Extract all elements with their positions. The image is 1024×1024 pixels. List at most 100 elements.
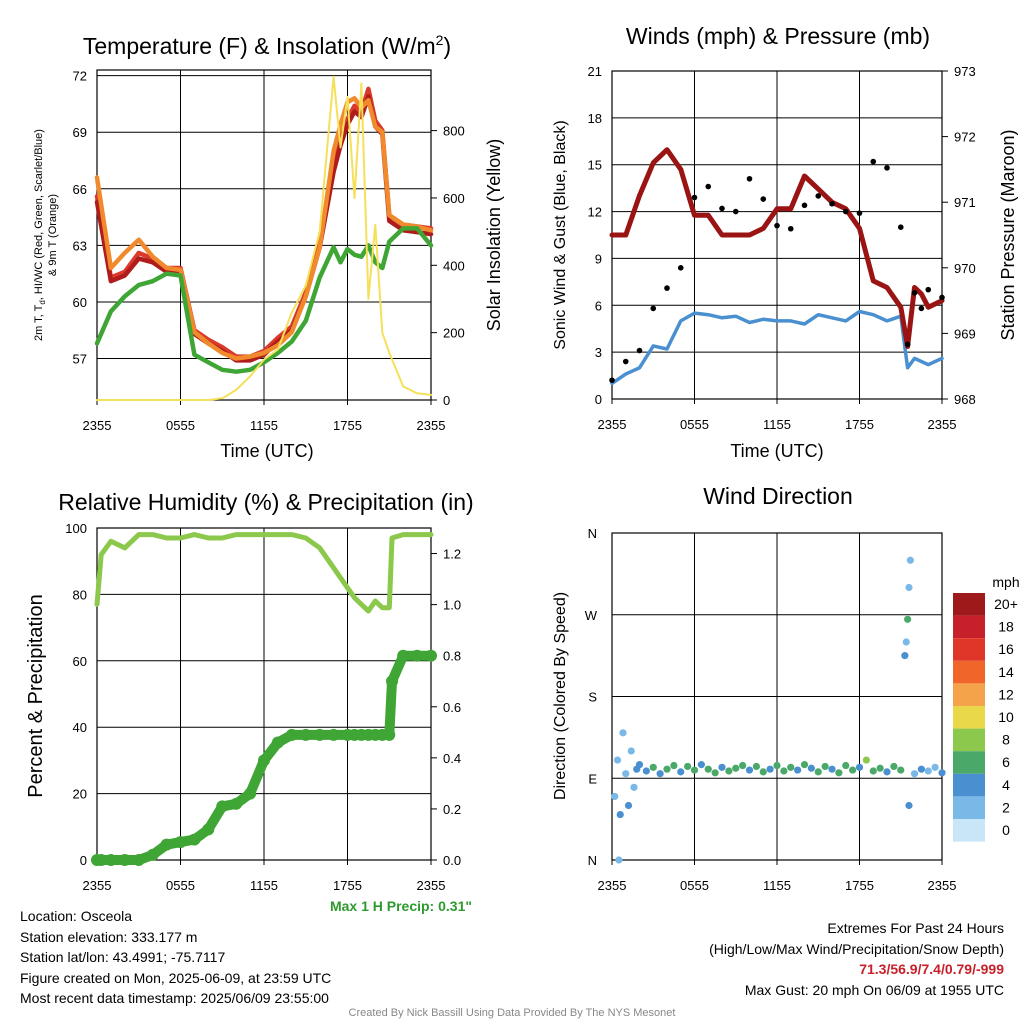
- wind-gust-point: [636, 347, 643, 354]
- wind-direction-y-tick-label: N: [588, 853, 597, 868]
- station-info: Location: Osceola Station elevation: 333…: [20, 906, 331, 1009]
- winds-x-axis-label: Time (UTC): [730, 441, 823, 461]
- winds-panel-title: Winds (mph) & Pressure (mb): [626, 23, 930, 49]
- wind-gust-point: [664, 285, 670, 291]
- station-location: Location: Osceola: [20, 908, 133, 924]
- temperature-x-tick-label: 1755: [333, 418, 362, 433]
- humidity-x-tick-label: 2355: [83, 878, 112, 893]
- winds-y-tick-label: 3: [595, 345, 602, 360]
- precipitation-point: [118, 854, 131, 866]
- wind-gust-point: [897, 224, 904, 230]
- wind-direction-point: [901, 652, 909, 660]
- colorbar-label: 8: [1002, 732, 1010, 748]
- wind-gust-point: [732, 208, 739, 215]
- wind-gust-point: [856, 210, 863, 216]
- winds-y-tick-label: 15: [588, 158, 602, 173]
- wind-direction-point: [897, 766, 905, 774]
- wind-direction-point: [905, 583, 913, 592]
- wind-gust-point: [884, 165, 890, 171]
- humidity-x-tick-label: 1155: [250, 878, 278, 893]
- winds-y-tick-label: 0: [595, 392, 602, 407]
- wind-direction-point: [704, 765, 712, 773]
- wind-direction-point: [745, 766, 754, 774]
- winds-panel: Winds (mph) & Pressure (mb) 2355 0555 1155…: [552, 23, 1018, 461]
- wind-gust-point: [609, 377, 615, 384]
- wind-direction-point: [616, 810, 624, 819]
- winds-y2-tick-label: 972: [954, 130, 976, 145]
- wind-direction-point: [677, 768, 685, 776]
- precipitation-point: [285, 728, 298, 741]
- wind-direction-point: [876, 764, 884, 772]
- wind-direction-point: [787, 763, 795, 771]
- temperature-x-tick-label: 0555: [166, 418, 195, 433]
- wind-direction-x-tick-label: 2355: [928, 878, 957, 893]
- humidity-line: [94, 532, 434, 614]
- extremes-subtitle: (High/Low/Max Wind/Precipitation/Snow De…: [709, 940, 1004, 957]
- wind-gust-point: [650, 305, 657, 312]
- wind-gust-point: [677, 265, 684, 271]
- colorbar-swatch: [953, 660, 985, 684]
- wind-gust-point: [801, 202, 808, 209]
- wind-direction-point: [684, 762, 692, 771]
- temperature-x-axis-label: Time (UTC): [220, 441, 313, 461]
- winds-y-tick-label: 9: [595, 251, 602, 266]
- colorbar-swatch: [953, 593, 985, 616]
- wind-direction-point: [821, 762, 829, 771]
- wind-direction-point: [862, 756, 870, 764]
- humidity-y2-tick-label: 0.8: [443, 649, 461, 664]
- wind-gust-point: [787, 225, 794, 232]
- wind-direction-point: [711, 769, 719, 777]
- humidity-y-axis-label: Percent & Precipitation: [25, 594, 47, 797]
- wind-direction-point: [670, 761, 678, 770]
- temperature-y-tick-label: 57: [73, 352, 87, 367]
- winds-y-tick-label: 12: [588, 205, 602, 220]
- precipitation-point: [160, 838, 173, 851]
- precipitation-point: [383, 728, 396, 741]
- speed-colorbar: 20+ 18 16 14 12 10 8 6 4 2 0: [953, 593, 1018, 842]
- temperature-y2-tick-label: 0: [443, 393, 450, 408]
- colorbar-label: 16: [998, 641, 1014, 657]
- max-precip-annotation: Max 1 H Precip: 0.31": [330, 898, 472, 914]
- extremes-info: Extremes For Past 24 Hours (High/Low/Max…: [709, 918, 1004, 1000]
- precipitation-point: [104, 854, 117, 866]
- humidity-y-tick-label: 80: [73, 587, 87, 602]
- temperature-y-tick-label: 60: [73, 295, 87, 310]
- colorbar-label: 20+: [994, 596, 1018, 612]
- wind-direction-point: [910, 770, 919, 778]
- wind-direction-point: [938, 769, 946, 777]
- winds-x-tick-label: 2355: [598, 417, 627, 432]
- temperature-x-tick-label: 1155: [250, 418, 278, 433]
- wind-direction-point: [615, 856, 623, 864]
- colorbar-label: 2: [1002, 799, 1010, 815]
- precipitation-point: [425, 649, 437, 662]
- temperature-y2-tick-label: 200: [443, 326, 465, 341]
- temperature-y-tick-label: 66: [73, 182, 87, 197]
- wind-y-axis-label: Sonic Wind & Gust (Blue, Black): [552, 120, 569, 349]
- wind-direction-point: [619, 729, 627, 737]
- precipitation-point: [202, 823, 215, 836]
- wind-direction-point: [725, 767, 733, 775]
- wind-direction-point: [739, 761, 747, 770]
- colorbar-label: 10: [998, 709, 1014, 725]
- wind-direction-point: [794, 766, 802, 774]
- temperature-y-tick-label: 63: [73, 238, 87, 253]
- wind-direction-point: [780, 767, 788, 775]
- wind-gust-point: [829, 200, 835, 207]
- wind-direction-point: [883, 768, 891, 776]
- wind-direction-x-tick-label: 0555: [680, 878, 709, 893]
- extremes-title: Extremes For Past 24 Hours: [827, 920, 1004, 936]
- wind-gust-point: [870, 158, 877, 165]
- wind-direction-y-tick-label: E: [588, 771, 597, 786]
- colorbar-label: 4: [1002, 777, 1010, 793]
- wind-direction-point: [690, 766, 699, 774]
- wind-direction-point: [635, 761, 644, 769]
- winds-x-tick-label: 1755: [845, 417, 874, 432]
- precipitation-point: [299, 728, 312, 741]
- humidity-x-tick-label: 0555: [166, 878, 195, 893]
- credit-line: Created By Nick Bassill Using Data Provi…: [348, 1007, 676, 1019]
- wind-direction-point: [855, 763, 864, 771]
- colorbar-swatch: [953, 796, 985, 819]
- wind-direction-point: [649, 763, 657, 771]
- humidity-panel-title: Relative Humidity (%) & Precipitation (i…: [58, 489, 473, 515]
- wind-direction-point: [869, 767, 877, 775]
